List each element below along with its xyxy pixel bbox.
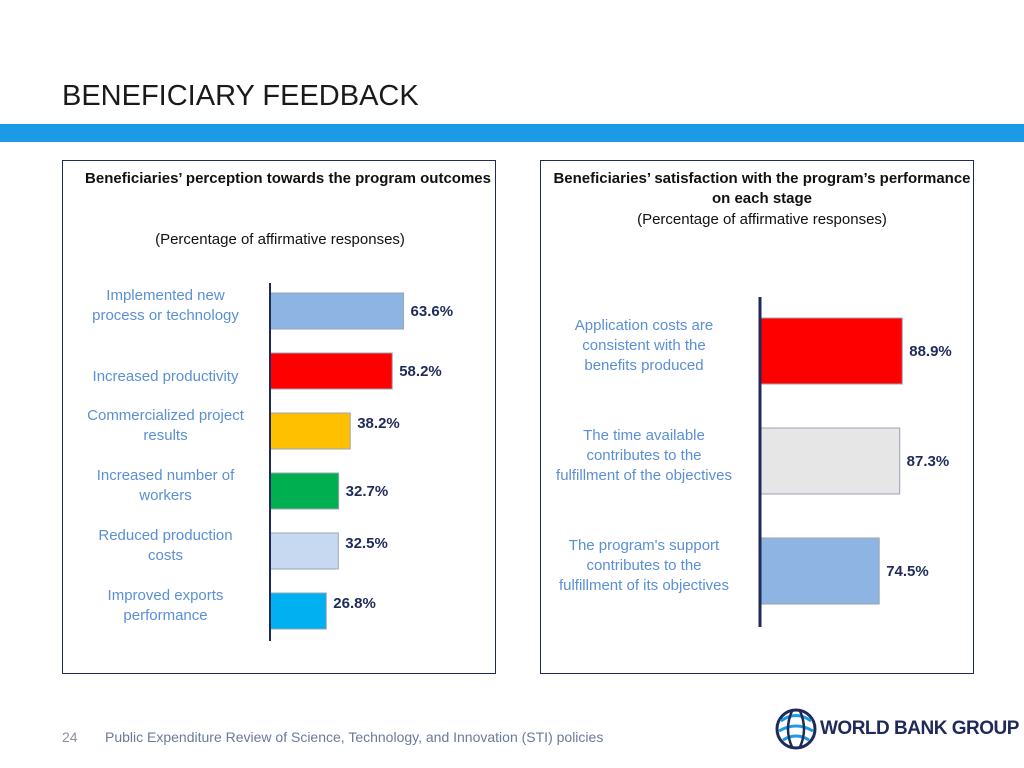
category-label: Implemented new process or technology xyxy=(92,287,239,324)
bar-3 xyxy=(269,412,351,450)
category-label: Commercialized project results xyxy=(87,407,245,444)
world-bank-logo: WORLD BANK GROUP xyxy=(775,706,1019,752)
category-label: Application costs are consistent with the… xyxy=(575,317,713,374)
category-label: Improved exports performance xyxy=(108,587,224,624)
chart-title: Beneficiaries’ perception towards the pr… xyxy=(85,170,491,187)
footer-text: Public Expenditure Review of Science, Te… xyxy=(105,729,604,745)
bar-2 xyxy=(269,352,393,390)
logo-text: WORLD BANK GROUP xyxy=(820,718,1019,739)
category-label: The program's support contributes to the f… xyxy=(559,537,729,594)
data-label: 74.5% xyxy=(886,563,929,580)
category-label: Increased number of workers xyxy=(97,467,235,504)
data-label: 26.8% xyxy=(333,595,376,612)
data-label: 32.5% xyxy=(345,535,388,552)
satisfaction-bar-chart: 88.9% Application costs are consistent wit… xyxy=(556,297,952,627)
chart-panel-outcomes: Beneficiaries’ perception towards the pr… xyxy=(62,160,496,674)
category-label: The time available contributes to the fulf… xyxy=(556,427,732,484)
bar-1 xyxy=(759,317,903,385)
data-label: 38.2% xyxy=(357,415,400,432)
bar-5 xyxy=(269,532,339,570)
data-label: 58.2% xyxy=(399,363,442,380)
data-label: 63.6% xyxy=(411,303,454,320)
category-label: Increased productivity xyxy=(93,368,239,385)
chart-title: Beneficiaries’ satisfaction with the pro… xyxy=(553,170,971,207)
chart-subtitle: (Percentage of affirmative responses) xyxy=(637,211,887,228)
page-title: BENEFICIARY FEEDBACK xyxy=(62,80,419,112)
globe-icon xyxy=(775,708,817,750)
bar-3 xyxy=(759,537,880,605)
bar-6 xyxy=(269,592,327,630)
data-label: 88.9% xyxy=(909,343,952,360)
data-label: 87.3% xyxy=(907,453,950,470)
chart-subtitle: (Percentage of affirmative responses) xyxy=(155,231,405,248)
title-accent-bar xyxy=(0,124,1024,142)
outcomes-bar-chart: 63.6% Implemented new process or technolog… xyxy=(87,283,454,641)
page-number: 24 xyxy=(62,729,78,745)
chart-panel-satisfaction: Beneficiaries’ satisfaction with the pro… xyxy=(540,160,974,674)
bar-1 xyxy=(269,292,405,330)
bar-2 xyxy=(759,427,901,495)
bar-4 xyxy=(269,472,340,510)
data-label: 32.7% xyxy=(346,483,389,500)
category-label: Reduced production costs xyxy=(98,527,232,564)
